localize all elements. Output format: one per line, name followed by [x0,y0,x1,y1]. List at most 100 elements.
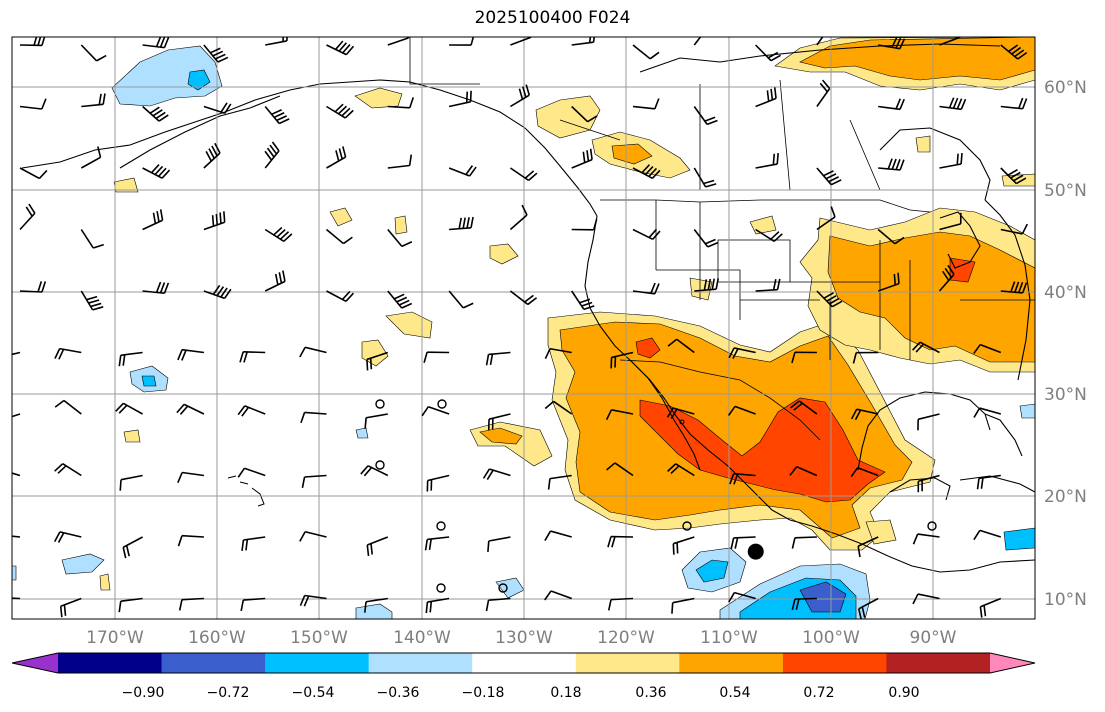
anomaly-field-gulf-ak [354,87,403,109]
wind-barb [667,338,695,354]
border-alaska-canada [409,37,480,85]
colorbar-segment [368,653,473,673]
wind-barb [53,531,82,543]
coastline-atlantic [984,199,1031,381]
wind-barb [917,413,940,431]
coastline-west-us [584,215,1035,573]
lat-label: 60°N [1044,78,1087,98]
wind-barb [544,590,572,601]
wind-barb [203,211,226,231]
wind-barb [911,341,940,354]
wind-barb [544,400,573,415]
wind-barb [632,228,661,241]
wind-barb [300,411,327,424]
wind-barb [789,466,818,477]
anomaly-field-south-pac1 [61,553,105,575]
lat-label: 30°N [1044,385,1087,405]
wind-barb [264,141,280,169]
wind-barb [80,146,102,169]
wind-barb [115,402,143,415]
wind-barb [544,530,572,541]
wind-barb [938,264,955,292]
wind-barb [912,533,940,545]
wind-barb [54,399,82,415]
wind-barb [544,347,572,360]
wind-barb [510,37,532,46]
wind-barb [693,37,702,46]
wind-barb [858,597,879,619]
wind-barb [80,229,104,249]
wind-barb [387,97,415,109]
lon-label: 160°W [188,628,246,648]
wind-barb [326,290,355,302]
wind-barb [791,536,817,549]
colorbar-tick-label: 0.36 [635,685,666,701]
wind-barb [487,536,511,553]
anomaly-field-alaska-light [111,45,223,107]
coastline-alaska-south [21,79,598,217]
wind-barb [12,472,21,477]
wind-barb [509,290,538,306]
wind-barb [571,290,595,311]
wind-barb [142,281,170,295]
wind-barb [857,536,879,558]
wind-barb [122,536,143,559]
wind-barb [939,37,961,46]
lon-label: 120°W [597,628,655,648]
anomaly-field-hudson-w [915,135,931,153]
wind-barb [729,472,756,485]
anomaly-field-pac1 [385,311,433,339]
wind-barb [81,93,106,108]
wind-barb [12,597,21,600]
anomaly-field-hawaii-n-core [141,375,157,387]
wind-barb [59,597,82,618]
wind-barb [326,146,347,169]
wind-barb [12,535,21,538]
wind-barb [973,407,1002,418]
wind-barb [939,97,967,111]
anomaly-field-pac9 [99,573,111,591]
coastline-alaska-interior [119,95,281,169]
wind-barb [326,40,355,56]
wind-barb [912,593,940,605]
anomaly-field-bc-core [611,143,653,165]
colorbar-segment [265,653,370,673]
wind-barb [939,212,962,231]
wind-barb [791,597,817,611]
wind-barb [694,278,719,292]
wind-barb [632,98,660,110]
lat-label: 40°N [1044,283,1087,303]
wind-barb [240,597,266,612]
wind-barb [264,270,286,292]
wind-barb [176,403,205,415]
wind-barb [80,44,107,62]
colorbar [11,652,1036,674]
wind-barb [325,228,353,245]
wind-barb [203,44,229,63]
wind-barb [448,165,477,177]
wind-barb [755,44,781,62]
wind-barb [755,278,781,292]
wind-barb [12,413,21,418]
coastline-florida [984,413,1023,457]
wind-barb [482,468,511,480]
anomaly-field-caribbean-n [1019,403,1035,419]
wind-barb [850,408,879,421]
wind-barbs [12,37,1028,619]
calm-circle [436,583,446,593]
wind-barb [203,142,221,169]
colorbar-tick-label: 0.54 [719,685,750,701]
wind-barb [693,167,717,188]
wind-barb [607,535,634,548]
wind-barb [177,471,205,483]
wind-barb [973,529,1002,541]
wind-barb [728,347,756,359]
wind-barb [877,228,905,245]
wind-barb [509,204,528,231]
wind-barb [632,44,660,60]
wind-barb [177,534,204,547]
wind-barb [387,154,413,169]
wind-barb [791,351,817,364]
wind-barb [142,164,171,179]
wind-barb [816,206,836,231]
